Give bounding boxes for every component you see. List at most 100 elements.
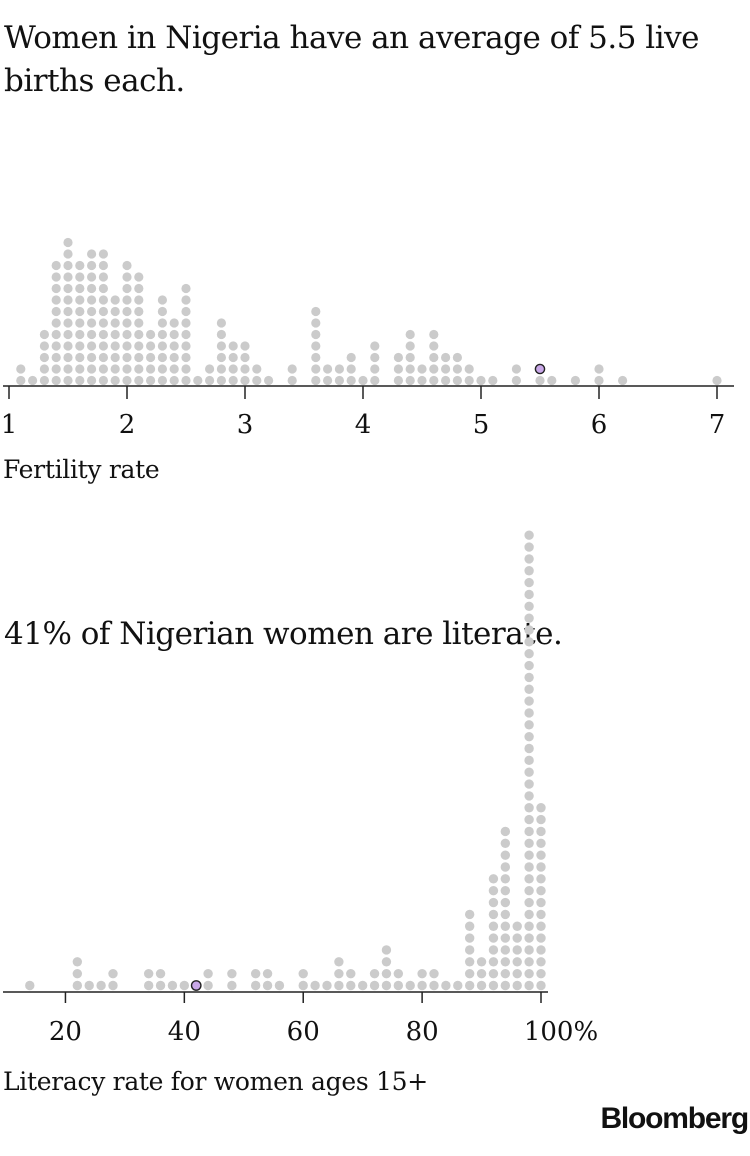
fertility-dot (370, 364, 380, 374)
literacy-dot (381, 945, 392, 955)
literacy-dot (25, 980, 35, 991)
literacy-dot (381, 980, 392, 991)
fertility-dot (110, 364, 120, 374)
fertility-dot (594, 364, 604, 374)
fertility-dot (405, 329, 415, 340)
fertility-dot (87, 352, 97, 363)
literacy-tick-label: 60 (287, 1017, 320, 1047)
literacy-dot (500, 980, 511, 991)
fertility-dot (122, 375, 132, 386)
fertility-tick-label: 3 (237, 410, 254, 440)
literacy-dot (524, 554, 534, 564)
fertility-dot (87, 341, 97, 351)
literacy-dot (464, 945, 475, 955)
fertility-dot (311, 318, 321, 328)
fertility-dot (122, 306, 132, 317)
literacy-dot (250, 968, 261, 979)
literacy-dot (500, 921, 511, 931)
fertility-dot (98, 295, 108, 305)
literacy-tick-label: 20 (49, 1017, 82, 1047)
literacy-dot (524, 589, 534, 600)
literacy-dot (512, 957, 522, 967)
fertility-dot (216, 318, 226, 328)
literacy-dot (464, 921, 475, 931)
fertility-dot (146, 341, 156, 351)
fertility-dot (98, 375, 108, 386)
fertility-dot (98, 341, 108, 351)
literacy-dot (500, 886, 511, 896)
fertility-dot (405, 364, 415, 374)
fertility-dot (87, 260, 97, 271)
literacy-dot (536, 814, 546, 825)
fertility-dots (16, 237, 722, 386)
fertility-dot (75, 352, 85, 363)
fertility-dot (63, 329, 73, 340)
literacy-dot (524, 862, 534, 872)
fertility-dot (146, 329, 156, 340)
fertility-dot (287, 375, 297, 386)
literacy-dot (417, 968, 427, 979)
fertility-dot (228, 341, 238, 351)
literacy-dot (346, 968, 356, 979)
literacy-dot (536, 909, 546, 920)
fertility-dot (134, 352, 144, 363)
fertility-tick-label: 6 (591, 410, 608, 440)
fertility-dot (216, 329, 226, 340)
literacy-dot (488, 886, 499, 896)
literacy-dot (524, 755, 534, 766)
fertility-dot (98, 260, 108, 271)
literacy-dot (536, 933, 546, 943)
literacy-dot (524, 613, 534, 623)
fertility-dot (27, 375, 38, 386)
literacy-dot (393, 980, 404, 991)
fertility-dot (311, 352, 321, 363)
fertility-dot (240, 375, 250, 386)
literacy-dot (524, 850, 534, 860)
literacy-dot (476, 957, 487, 967)
literacy-dots (25, 530, 546, 991)
fertility-dot (323, 375, 333, 386)
fertility-dot (63, 364, 73, 374)
literacy-dot (464, 980, 475, 991)
literacy-axis-title: Literacy rate for women ages 15+ (3, 1067, 428, 1096)
literacy-dot (488, 945, 499, 955)
fertility-dot (110, 341, 120, 351)
fertility-dot (157, 364, 167, 374)
literacy-dot (536, 803, 546, 813)
fertility-dot (134, 283, 144, 294)
fertility-dot (51, 283, 61, 294)
fertility-dot (134, 329, 144, 340)
literacy-dot (310, 980, 320, 991)
fertility-dot (134, 272, 144, 282)
fertility-dot (252, 375, 262, 386)
literacy-dot (441, 980, 451, 991)
literacy-dot (84, 980, 94, 991)
literacy-dot (500, 850, 511, 860)
fertility-dot (157, 341, 167, 351)
fertility-dot (311, 329, 321, 340)
fertility-dot (122, 364, 132, 374)
literacy-dot (524, 743, 534, 754)
literacy-dot (488, 874, 499, 884)
fertility-tick-label: 1 (1, 410, 18, 440)
fertility-dot (393, 375, 403, 386)
fertility-dot (63, 249, 73, 259)
fertility-dot (98, 249, 108, 259)
fertility-dot (75, 283, 85, 294)
literacy-dot (536, 826, 546, 837)
literacy-dot (512, 933, 522, 943)
literacy-dot (143, 968, 154, 979)
literacy-dot (524, 530, 534, 540)
literacy-dot (536, 862, 546, 872)
literacy-dot (369, 980, 380, 991)
fertility-dot (169, 318, 179, 328)
literacy-dot (500, 826, 511, 837)
fertility-dot (216, 375, 226, 386)
literacy-dot (274, 980, 285, 991)
fertility-dot (181, 295, 191, 305)
literacy-dot (524, 791, 534, 801)
fertility-tick-label: 4 (355, 410, 372, 440)
fertility-dot (63, 237, 73, 248)
literacy-dot (536, 980, 546, 991)
literacy-dot (262, 980, 273, 991)
